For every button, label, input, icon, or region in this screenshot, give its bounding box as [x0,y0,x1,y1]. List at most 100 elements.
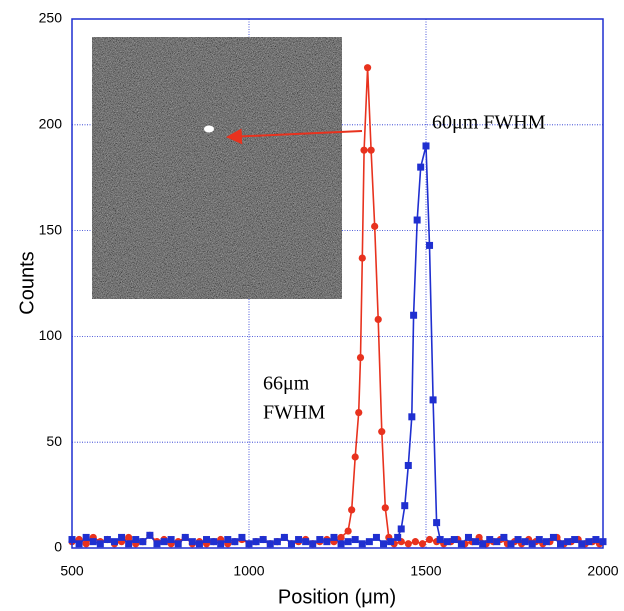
point [412,538,419,545]
point [571,536,578,543]
point [182,534,189,541]
annotation: 66μm [263,373,310,395]
point [417,164,424,171]
x-tick-label: 1000 [233,563,264,579]
point [557,540,564,547]
point [433,519,440,526]
point [352,453,359,460]
point [231,538,238,545]
point [196,540,203,547]
point [368,147,375,154]
point [309,540,316,547]
point [423,142,430,149]
point [371,223,378,230]
point [168,536,175,543]
x-tick-label: 1500 [410,563,441,579]
point [382,504,389,511]
inset-noise [92,37,342,299]
page: 60μm FWHM 66μm FWHM Position (μm) Counts… [0,0,624,611]
point [522,538,529,545]
point [373,534,380,541]
point [405,462,412,469]
point [458,540,465,547]
point [316,536,323,543]
point [153,540,160,547]
point [359,255,366,262]
point [515,536,522,543]
point [337,534,344,541]
point [83,540,90,547]
point [175,540,182,547]
point [493,538,500,545]
y-tick-label: 250 [39,10,63,26]
point [437,536,444,543]
point [444,538,451,545]
point [380,540,387,547]
point [146,532,153,539]
point [360,147,367,154]
point [132,536,139,543]
point [375,316,382,323]
point [355,409,362,416]
point [472,538,479,545]
point [585,538,592,545]
point [486,536,493,543]
point [76,540,83,547]
point [507,540,514,547]
inset-spot [204,126,214,133]
point [330,534,337,541]
x-tick-label: 500 [60,563,84,579]
point [288,540,295,547]
point [189,538,196,545]
x-tick-label: 2000 [587,563,618,579]
point [246,540,253,547]
point [238,534,245,541]
y-axis-title: Counts [16,251,38,314]
point [543,538,550,545]
point [414,217,421,224]
point [210,538,217,545]
point [500,534,507,541]
point [104,536,111,543]
point [118,534,125,541]
point [387,538,394,545]
point [430,396,437,403]
point [479,540,486,547]
point [83,534,90,541]
x-axis-title: Position (μm) [278,586,396,608]
point [338,540,345,547]
point [410,312,417,319]
point [550,534,557,541]
y-tick-label: 200 [39,116,63,132]
point [451,536,458,543]
point [253,538,260,545]
point [465,534,472,541]
point [274,538,281,545]
y-tick-label: 150 [39,221,63,237]
point [281,534,288,541]
point [139,538,146,545]
point [111,538,118,545]
chart: 60μm FWHM 66μm FWHM Position (μm) Counts… [0,0,624,611]
point [161,538,168,545]
point [323,538,330,545]
point [364,64,371,71]
point [564,538,571,545]
point [398,525,405,532]
point [295,536,302,543]
point [203,536,210,543]
y-tick-label: 100 [39,327,63,343]
point [426,242,433,249]
point [125,540,132,547]
point [90,538,97,545]
point [217,540,224,547]
point [345,527,352,534]
point [419,540,426,547]
point [529,540,536,547]
point [260,536,267,543]
point [408,413,415,420]
point [352,536,359,543]
point [97,540,104,547]
annotation: FWHM [263,402,325,424]
point [394,534,401,541]
